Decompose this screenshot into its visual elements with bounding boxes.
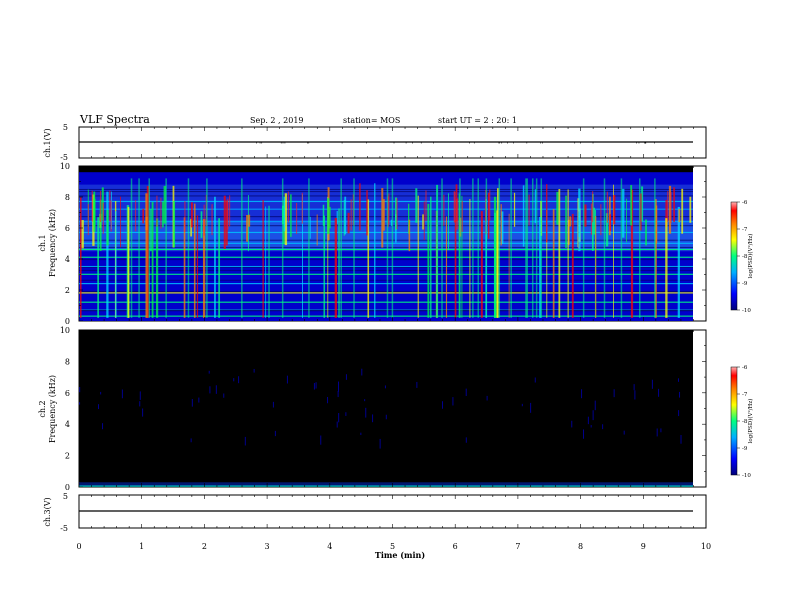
colorbar-tick-label: -8	[742, 419, 748, 425]
colorbar-tick-label: -7	[742, 227, 748, 233]
x-tick-label: 6	[453, 542, 458, 551]
ch1-colorbar	[730, 201, 738, 311]
ch1-colorbar-label: log(PSD)(V²/Hz)	[747, 234, 754, 279]
ch2-spectrogram-ylabel-line1: ch.2	[38, 400, 47, 417]
ch3-waveform-panel: 5 -5 ch.3(V)	[43, 492, 707, 533]
colorbar-tick-label: -9	[742, 281, 748, 287]
ch1-spectrogram-ylabel-line1: ch.1	[38, 234, 47, 251]
ch3-waveform-ylabel: ch.3(V)	[43, 497, 52, 526]
y-tick-label: 0	[65, 317, 70, 326]
ch2-spectrogram-ylabel-line2: Frequency (kHz)	[48, 375, 57, 443]
ch1-ytick-top: 5	[63, 123, 68, 132]
start-time-label: start UT = 2 : 20: 1	[438, 116, 517, 125]
y-tick-label: 4	[65, 420, 70, 429]
ch3-ytick-top: 5	[63, 492, 68, 501]
y-tick-label: 10	[60, 162, 70, 171]
ch2-colorbar-label: log(PSD)(V²/Hz)	[747, 399, 754, 444]
figure-title: VLF Spectra	[80, 113, 150, 126]
x-tick-label: 9	[641, 542, 646, 551]
x-tick-label: 8	[578, 542, 583, 551]
ch1-ytick-bottom: -5	[60, 153, 68, 162]
y-tick-label: 8	[65, 357, 70, 366]
ch1-waveform-panel: 5 -5 ch.1(V)	[43, 123, 707, 162]
ch1-spectrogram-panel: 0 2 4 6 8 10 ch.1 Frequency (kHz) -6 -7 -8 -9 -10…	[38, 162, 754, 326]
x-tick-label: 1	[139, 542, 144, 551]
ch2-spectrogram-background	[79, 330, 693, 487]
date-label: Sep. 2 , 2019	[250, 116, 304, 125]
y-tick-label: 2	[65, 286, 70, 295]
ch1-spectrogram-ylabel-line2: Frequency (kHz)	[48, 209, 57, 277]
ch2-spectrogram-yticks: 0 2 4 6 8 10	[60, 326, 706, 492]
ch1-waveform-ylabel: ch.1(V)	[43, 128, 52, 157]
x-tick-label: 2	[202, 542, 207, 551]
y-tick-label: 0	[65, 483, 70, 492]
colorbar-tick-label: -6	[742, 200, 748, 206]
y-tick-label: 6	[65, 389, 70, 398]
y-tick-label: 10	[60, 326, 70, 335]
x-tick-label: 3	[265, 542, 270, 551]
ch2-spectrogram-panel: 0 2 4 6 8 10 ch.2 Frequency (kHz) -6 -7 -8 -9 -10…	[38, 326, 754, 492]
y-tick-label: 4	[65, 255, 70, 264]
ch2-colorbar-ticks: -6 -7 -8 -9 -10	[737, 365, 751, 479]
y-tick-label: 6	[65, 224, 70, 233]
colorbar-tick-label: -10	[742, 308, 751, 314]
x-tick-label: 4	[327, 542, 332, 551]
colorbar-tick-label: -10	[742, 473, 751, 479]
y-tick-label: 8	[65, 193, 70, 202]
x-tick-label: 5	[390, 542, 395, 551]
colorbar-tick-label: -7	[742, 392, 748, 398]
colorbar-tick-label: -9	[742, 446, 748, 452]
station-label: station= MOS	[343, 116, 401, 125]
x-tick-label: 0	[76, 542, 81, 551]
ch1-colorbar-ticks: -6 -7 -8 -9 -10	[737, 200, 751, 314]
ch1-spectrogram-image	[79, 172, 693, 321]
ch3-ytick-bottom: -5	[60, 524, 68, 533]
x-tick-label: 7	[515, 542, 520, 551]
colorbar-tick-label: -8	[742, 254, 748, 260]
y-tick-label: 2	[65, 452, 70, 461]
colorbar-tick-label: -6	[742, 365, 748, 371]
ch2-colorbar	[730, 366, 738, 476]
ch1-spectrogram-yticks: 0 2 4 6 8 10	[60, 162, 706, 326]
x-axis-ticks: 0 1 2 3 4 5 6 7 8 9 10	[76, 127, 711, 551]
x-axis-label: Time (min)	[375, 550, 425, 560]
ch2-spectrogram-image	[79, 368, 693, 487]
x-tick-label: 10	[701, 542, 711, 551]
